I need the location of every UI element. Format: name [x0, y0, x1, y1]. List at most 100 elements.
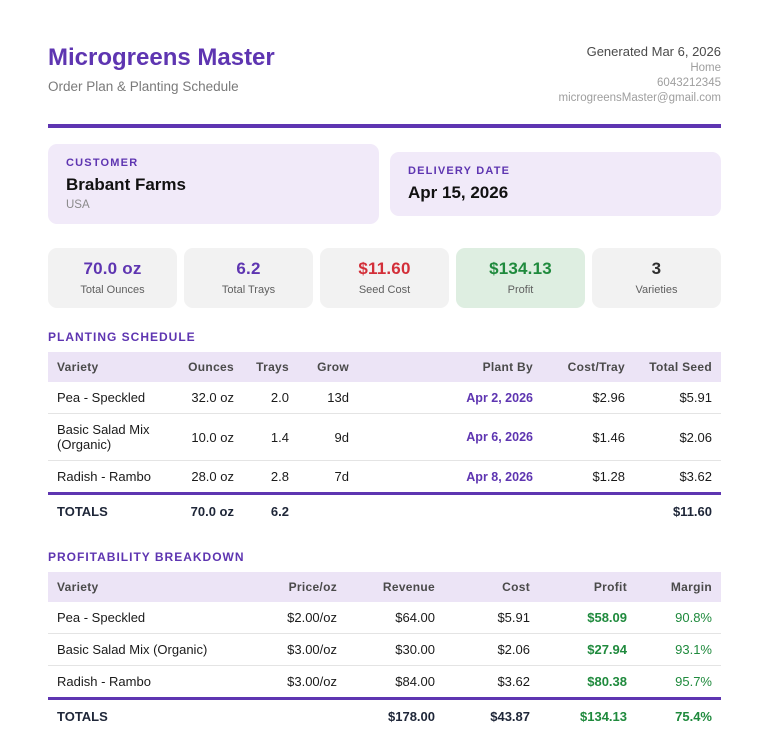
total-trays-value: 6.2	[188, 259, 309, 279]
margin-cell: 93.1%	[636, 634, 721, 666]
contact-home: Home	[559, 62, 722, 74]
trays-cell: 1.4	[243, 414, 298, 461]
profit-label: Profit	[460, 284, 581, 296]
col-price-oz: Price/oz	[238, 572, 346, 602]
totals-empty	[298, 494, 358, 529]
margin-cell: 95.7%	[636, 666, 721, 699]
table-row: Radish - Rambo 28.0 oz 2.8 7d Apr 8, 202…	[48, 461, 721, 494]
total-seed-cell: $5.91	[634, 382, 721, 414]
variety-cell: Basic Salad Mix (Organic)	[48, 414, 168, 461]
stat-card-total-ounces: 70.0 oz Total Ounces	[48, 248, 177, 308]
total-seed-cell: $3.62	[634, 461, 721, 494]
varieties-value: 3	[596, 259, 717, 279]
price-oz-cell: $3.00/oz	[238, 666, 346, 699]
col-cost-tray: Cost/Tray	[542, 352, 634, 382]
plant-by-cell: Apr 8, 2026	[358, 461, 542, 494]
grow-cell: 9d	[298, 414, 358, 461]
variety-cell: Radish - Rambo	[48, 461, 168, 494]
price-oz-cell: $2.00/oz	[238, 602, 346, 634]
stat-card-varieties: 3 Varieties	[592, 248, 721, 308]
trays-cell: 2.8	[243, 461, 298, 494]
grow-cell: 13d	[298, 382, 358, 414]
profit-cell: $80.38	[539, 666, 636, 699]
total-ounces-value: 70.0 oz	[52, 259, 173, 279]
totals-cost: $43.87	[444, 699, 539, 733]
col-variety: Variety	[48, 572, 238, 602]
plant-by-cell: Apr 2, 2026	[358, 382, 542, 414]
grow-cell: 7d	[298, 461, 358, 494]
cost-cell: $2.06	[444, 634, 539, 666]
cost-tray-cell: $1.46	[542, 414, 634, 461]
table-row: Basic Salad Mix (Organic) 10.0 oz 1.4 9d…	[48, 414, 721, 461]
table-row: Pea - Speckled 32.0 oz 2.0 13d Apr 2, 20…	[48, 382, 721, 414]
totals-profit: $134.13	[539, 699, 636, 733]
planting-totals-row: TOTALS 70.0 oz 6.2 $11.60	[48, 494, 721, 529]
totals-empty	[358, 494, 542, 529]
profitability-totals-row: TOTALS $178.00 $43.87 $134.13 75.4%	[48, 699, 721, 733]
totals-revenue: $178.00	[346, 699, 444, 733]
col-variety: Variety	[48, 352, 168, 382]
profitability-heading: PROFITABILITY BREAKDOWN	[48, 550, 721, 564]
variety-cell: Basic Salad Mix (Organic)	[48, 634, 238, 666]
profit-cell: $58.09	[539, 602, 636, 634]
variety-cell: Pea - Speckled	[48, 602, 238, 634]
customer-box: CUSTOMER Brabant Farms USA	[48, 144, 379, 224]
profitability-header-row: Variety Price/oz Revenue Cost Profit Mar…	[48, 572, 721, 602]
delivery-date-value: Apr 15, 2026	[408, 183, 703, 203]
totals-label: TOTALS	[48, 494, 168, 529]
revenue-cell: $30.00	[346, 634, 444, 666]
ounces-cell: 10.0 oz	[168, 414, 243, 461]
cost-tray-cell: $1.28	[542, 461, 634, 494]
customer-country: USA	[66, 199, 361, 211]
cost-tray-cell: $2.96	[542, 382, 634, 414]
totals-empty	[542, 494, 634, 529]
customer-name: Brabant Farms	[66, 175, 361, 195]
delivery-date-box: DELIVERY DATE Apr 15, 2026	[390, 152, 721, 216]
total-seed-cell: $2.06	[634, 414, 721, 461]
trays-cell: 2.0	[243, 382, 298, 414]
profit-cell: $27.94	[539, 634, 636, 666]
profitability-table: Variety Price/oz Revenue Cost Profit Mar…	[48, 572, 721, 733]
col-revenue: Revenue	[346, 572, 444, 602]
planting-schedule-section: PLANTING SCHEDULE Variety Ounces Trays G…	[48, 330, 721, 528]
seed-cost-value: $11.60	[324, 259, 445, 279]
page-subtitle: Order Plan & Planting Schedule	[48, 79, 275, 94]
variety-cell: Radish - Rambo	[48, 666, 238, 699]
col-ounces: Ounces	[168, 352, 243, 382]
col-cost: Cost	[444, 572, 539, 602]
cost-cell: $5.91	[444, 602, 539, 634]
col-profit: Profit	[539, 572, 636, 602]
stat-card-profit: $134.13 Profit	[456, 248, 585, 308]
page-title: Microgreens Master	[48, 44, 275, 72]
col-trays: Trays	[243, 352, 298, 382]
totals-empty	[238, 699, 346, 733]
seed-cost-label: Seed Cost	[324, 284, 445, 296]
planting-schedule-table: Variety Ounces Trays Grow Plant By Cost/…	[48, 352, 721, 528]
col-total-seed: Total Seed	[634, 352, 721, 382]
summary-stats-row: 70.0 oz Total Ounces 6.2 Total Trays $11…	[48, 248, 721, 308]
varieties-label: Varieties	[596, 284, 717, 296]
ounces-cell: 32.0 oz	[168, 382, 243, 414]
col-grow: Grow	[298, 352, 358, 382]
info-row: CUSTOMER Brabant Farms USA DELIVERY DATE…	[48, 144, 721, 224]
table-row: Pea - Speckled $2.00/oz $64.00 $5.91 $58…	[48, 602, 721, 634]
totals-trays: 6.2	[243, 494, 298, 529]
contact-email: microgreensMaster@gmail.com	[559, 92, 722, 104]
totals-total-seed: $11.60	[634, 494, 721, 529]
customer-label: CUSTOMER	[66, 157, 361, 169]
generated-date: Generated Mar 6, 2026	[559, 44, 722, 59]
total-trays-label: Total Trays	[188, 284, 309, 296]
totals-margin: 75.4%	[636, 699, 721, 733]
delivery-date-label: DELIVERY DATE	[408, 165, 703, 177]
margin-cell: 90.8%	[636, 602, 721, 634]
report-meta: Generated Mar 6, 2026 Home 6043212345 mi…	[559, 44, 722, 104]
ounces-cell: 28.0 oz	[168, 461, 243, 494]
price-oz-cell: $3.00/oz	[238, 634, 346, 666]
revenue-cell: $84.00	[346, 666, 444, 699]
planting-schedule-heading: PLANTING SCHEDULE	[48, 330, 721, 344]
profit-value: $134.13	[460, 259, 581, 279]
total-ounces-label: Total Ounces	[52, 284, 173, 296]
plant-by-cell: Apr 6, 2026	[358, 414, 542, 461]
col-plant-by: Plant By	[358, 352, 542, 382]
